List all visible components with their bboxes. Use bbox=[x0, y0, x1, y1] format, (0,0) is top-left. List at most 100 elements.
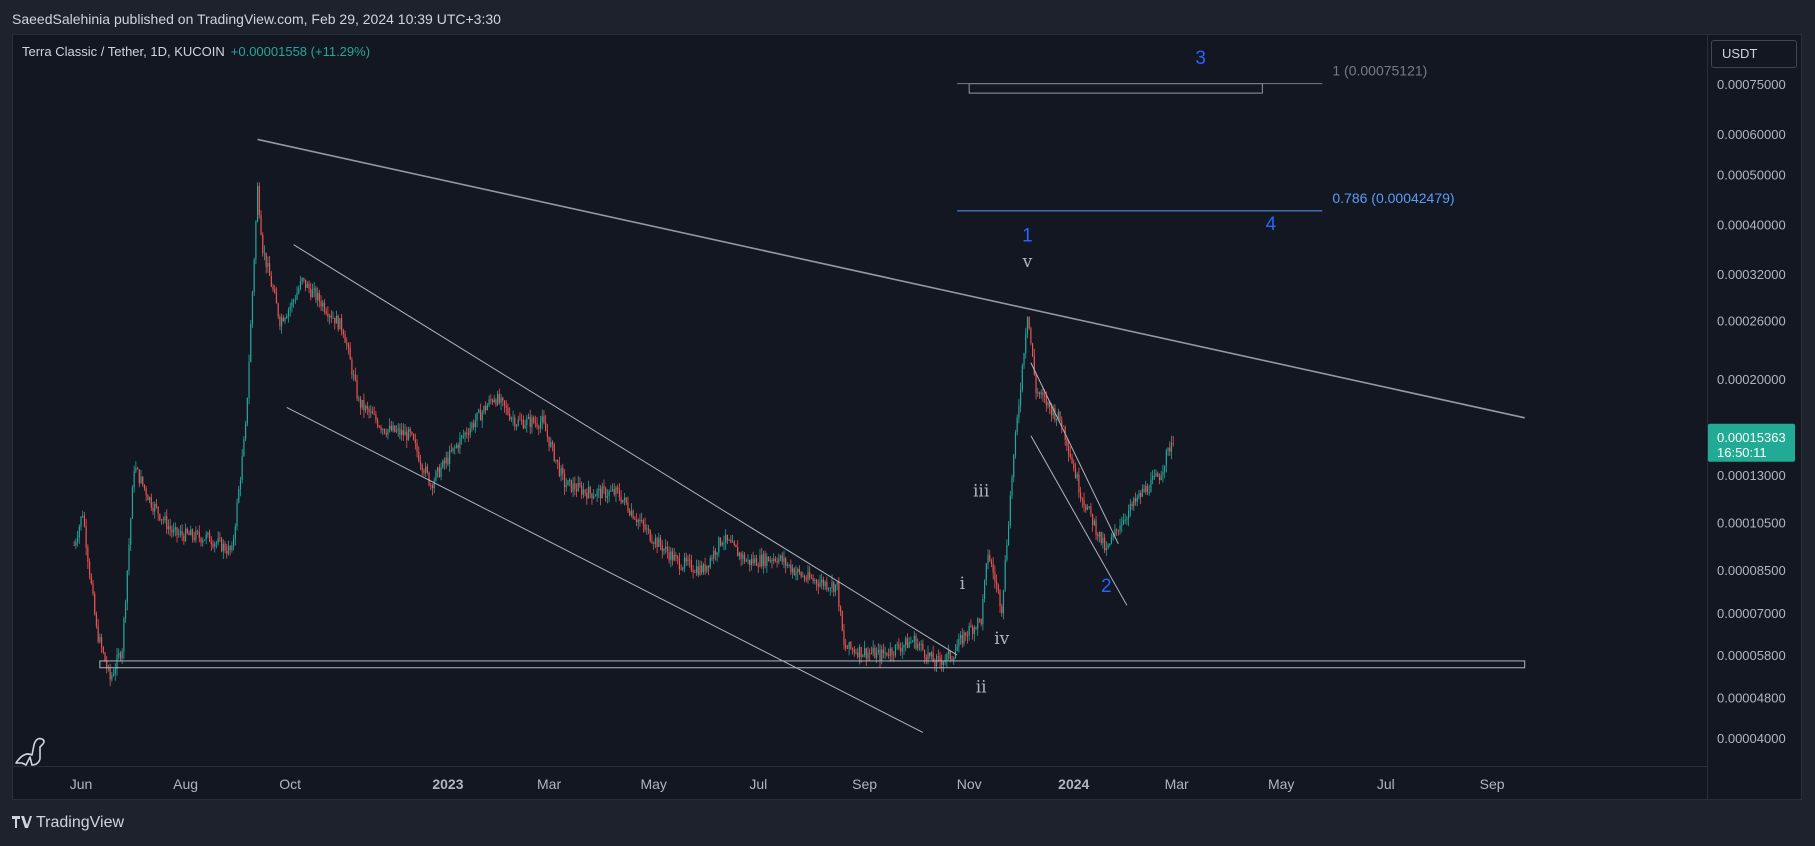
candle-body bbox=[119, 653, 122, 659]
subwave-label: i bbox=[960, 574, 966, 594]
candle-body bbox=[87, 547, 89, 562]
candle-body bbox=[143, 484, 146, 489]
candle-body bbox=[550, 442, 552, 447]
candle-body bbox=[980, 619, 982, 624]
candle-body bbox=[1136, 497, 1138, 502]
candle-body bbox=[389, 425, 391, 430]
price-tick-label: 0.00008500 bbox=[1717, 563, 1786, 578]
candle-body bbox=[702, 564, 704, 573]
candle-body bbox=[147, 495, 149, 501]
candle-body bbox=[908, 641, 910, 648]
candle-body bbox=[740, 552, 742, 559]
last-price-badge-bg bbox=[1708, 423, 1795, 462]
candle-body bbox=[377, 420, 379, 427]
candle-body bbox=[971, 626, 974, 634]
price-tick-label: 0.00004000 bbox=[1717, 731, 1786, 746]
candle-body bbox=[214, 543, 216, 547]
candle-body bbox=[517, 419, 519, 426]
candle-body bbox=[956, 646, 958, 652]
candle-body bbox=[697, 566, 699, 575]
candle-body bbox=[229, 546, 231, 550]
candle-body bbox=[106, 661, 108, 669]
candle-body bbox=[541, 416, 543, 423]
time-tick-label: 2023 bbox=[432, 776, 463, 792]
candle-body bbox=[1138, 493, 1140, 498]
footer-brand[interactable]: TradingView bbox=[12, 814, 124, 832]
candle-body bbox=[605, 488, 607, 498]
tradingview-logo-icon bbox=[12, 815, 32, 831]
candle-body bbox=[1140, 493, 1142, 497]
candle-body bbox=[647, 528, 650, 531]
candle-body bbox=[1121, 524, 1123, 526]
candle-body bbox=[500, 397, 502, 403]
candle-body bbox=[135, 468, 137, 472]
candle-body bbox=[733, 541, 735, 545]
candle-body bbox=[1059, 411, 1061, 421]
candle-body bbox=[785, 558, 787, 566]
candle-body bbox=[1160, 474, 1162, 480]
candle-body bbox=[212, 544, 214, 547]
candle-body bbox=[922, 643, 924, 650]
candle-body bbox=[764, 553, 766, 566]
subwave-label: v bbox=[1022, 252, 1033, 272]
candle-body bbox=[438, 467, 440, 477]
candle-body bbox=[370, 411, 372, 413]
candle-body bbox=[430, 484, 432, 486]
candle-body bbox=[205, 534, 207, 540]
candle-body bbox=[145, 488, 147, 496]
candle-body bbox=[246, 397, 248, 424]
candle-body bbox=[994, 572, 996, 582]
candle-body bbox=[903, 644, 905, 648]
candle-body bbox=[178, 533, 180, 535]
candle-body bbox=[699, 565, 701, 575]
candle-body bbox=[531, 417, 533, 428]
candle-body bbox=[570, 479, 572, 492]
candle-body bbox=[695, 566, 698, 573]
candle-body bbox=[800, 572, 802, 577]
candle-body bbox=[140, 476, 142, 484]
candle-body bbox=[445, 457, 447, 464]
candle-body bbox=[910, 641, 912, 643]
dino-icon bbox=[15, 737, 45, 766]
symbol-legend[interactable]: Terra Classic / Tether, 1D, KUCOIN +0.000… bbox=[22, 44, 370, 59]
currency-button[interactable]: USDT bbox=[1711, 40, 1797, 68]
candle-body bbox=[313, 288, 315, 290]
candle-body bbox=[198, 532, 200, 538]
candle-body bbox=[1057, 411, 1059, 419]
candle-body bbox=[88, 561, 91, 576]
candle-body bbox=[380, 426, 382, 430]
candle-body bbox=[803, 576, 806, 580]
candle-body bbox=[1105, 548, 1107, 551]
candle-body bbox=[435, 471, 437, 481]
chart-frame[interactable] bbox=[12, 34, 1802, 800]
candle-body bbox=[95, 614, 98, 627]
candle-body bbox=[111, 675, 113, 680]
candle-body bbox=[653, 542, 655, 544]
candle-body bbox=[584, 489, 586, 493]
candle-body bbox=[827, 588, 830, 590]
candle-body bbox=[575, 489, 578, 492]
candle-body bbox=[97, 626, 99, 642]
candle-body bbox=[773, 558, 775, 562]
candle-body bbox=[778, 558, 780, 563]
candle-body bbox=[1020, 389, 1022, 406]
candle-body bbox=[186, 528, 188, 533]
candle-body bbox=[1033, 356, 1035, 375]
candle-body bbox=[371, 411, 374, 414]
candle-body bbox=[978, 618, 981, 620]
candle-body bbox=[596, 490, 598, 496]
candle-body bbox=[1102, 537, 1104, 544]
candle-body bbox=[857, 652, 859, 658]
candle-body bbox=[937, 656, 939, 658]
candle-body bbox=[365, 405, 367, 411]
candle-body bbox=[629, 510, 631, 516]
candle-body bbox=[539, 422, 542, 429]
candle-body bbox=[293, 300, 295, 302]
candle-body bbox=[869, 652, 871, 654]
candle-body bbox=[896, 644, 898, 646]
candle-body bbox=[289, 306, 291, 310]
candle-body bbox=[587, 486, 590, 499]
candle-body bbox=[407, 428, 410, 441]
candle-body bbox=[786, 564, 789, 566]
